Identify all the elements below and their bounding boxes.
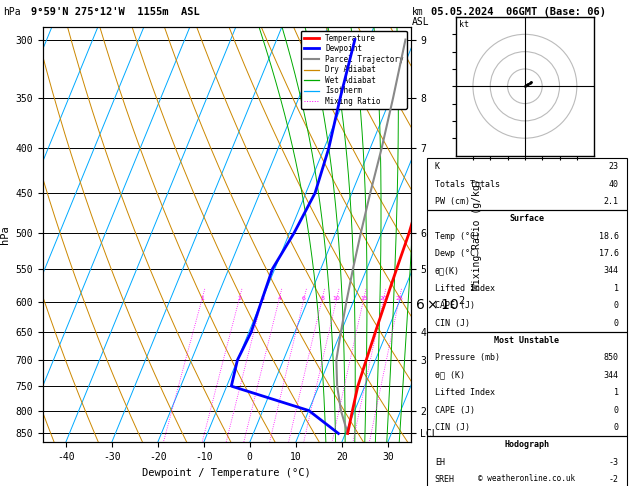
Text: θᴇ(K): θᴇ(K) xyxy=(435,266,460,276)
Bar xyxy=(426,332,627,436)
Y-axis label: Mixing Ratio (g/kg): Mixing Ratio (g/kg) xyxy=(472,179,482,290)
Text: CIN (J): CIN (J) xyxy=(435,423,470,432)
Text: CAPE (J): CAPE (J) xyxy=(435,405,475,415)
Text: 8: 8 xyxy=(320,296,324,301)
Text: 25: 25 xyxy=(396,296,403,301)
Text: 18.6: 18.6 xyxy=(599,232,619,241)
Text: 17.6: 17.6 xyxy=(599,249,619,258)
Text: Dewp (°C): Dewp (°C) xyxy=(435,249,480,258)
Text: Temp (°C): Temp (°C) xyxy=(435,232,480,241)
Text: Pressure (mb): Pressure (mb) xyxy=(435,353,500,363)
Text: kt: kt xyxy=(459,20,469,29)
Text: 2.1: 2.1 xyxy=(604,197,619,206)
Text: Most Unstable: Most Unstable xyxy=(494,336,559,345)
Text: 3: 3 xyxy=(260,296,264,301)
Text: 0: 0 xyxy=(614,319,619,328)
Legend: Temperature, Dewpoint, Parcel Trajectory, Dry Adiabat, Wet Adiabat, Isotherm, Mi: Temperature, Dewpoint, Parcel Trajectory… xyxy=(301,31,407,109)
Bar xyxy=(426,210,627,332)
Text: -2: -2 xyxy=(609,475,619,484)
Text: 05.05.2024  06GMT (Base: 06): 05.05.2024 06GMT (Base: 06) xyxy=(431,7,606,17)
Text: 1: 1 xyxy=(200,296,204,301)
Text: hPa: hPa xyxy=(3,7,21,17)
Text: Hodograph: Hodograph xyxy=(504,440,549,450)
Text: 1: 1 xyxy=(614,284,619,293)
Text: -3: -3 xyxy=(609,458,619,467)
Text: Totals Totals: Totals Totals xyxy=(435,179,500,189)
Text: 9°59'N 275°12'W  1155m  ASL: 9°59'N 275°12'W 1155m ASL xyxy=(31,7,200,17)
Text: EH: EH xyxy=(435,458,445,467)
Text: 0: 0 xyxy=(614,301,619,310)
Y-axis label: hPa: hPa xyxy=(0,225,10,244)
Text: 15: 15 xyxy=(360,296,368,301)
Text: 10: 10 xyxy=(333,296,340,301)
Text: 850: 850 xyxy=(604,353,619,363)
Text: 20: 20 xyxy=(380,296,387,301)
Text: km: km xyxy=(412,7,424,17)
Text: 344: 344 xyxy=(604,266,619,276)
Text: 344: 344 xyxy=(604,371,619,380)
Text: CAPE (J): CAPE (J) xyxy=(435,301,475,310)
Bar xyxy=(426,436,627,486)
Text: ASL: ASL xyxy=(412,17,430,27)
Text: Lifted Index: Lifted Index xyxy=(435,388,495,397)
Text: 0: 0 xyxy=(614,423,619,432)
Text: PW (cm): PW (cm) xyxy=(435,197,470,206)
Bar xyxy=(426,158,627,210)
Text: © weatheronline.co.uk: © weatheronline.co.uk xyxy=(478,474,576,483)
Text: K: K xyxy=(435,162,440,171)
Text: 40: 40 xyxy=(609,179,619,189)
Text: 23: 23 xyxy=(609,162,619,171)
Text: 2: 2 xyxy=(237,296,242,301)
X-axis label: Dewpoint / Temperature (°C): Dewpoint / Temperature (°C) xyxy=(142,468,311,478)
Text: Surface: Surface xyxy=(509,214,544,223)
Text: 0: 0 xyxy=(614,405,619,415)
Text: SREH: SREH xyxy=(435,475,455,484)
Text: 6: 6 xyxy=(302,296,306,301)
Text: θᴇ (K): θᴇ (K) xyxy=(435,371,465,380)
Text: 4: 4 xyxy=(277,296,281,301)
Text: Lifted Index: Lifted Index xyxy=(435,284,495,293)
Text: CIN (J): CIN (J) xyxy=(435,319,470,328)
Text: 1: 1 xyxy=(614,388,619,397)
